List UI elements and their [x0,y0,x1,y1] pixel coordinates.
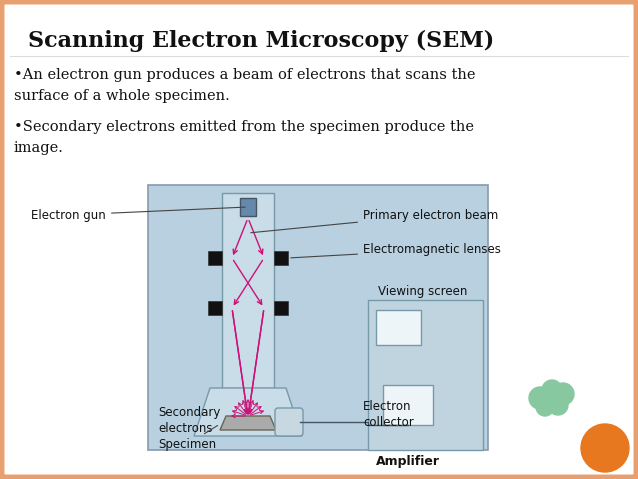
Text: Electron
collector: Electron collector [363,400,414,429]
Text: Specimen: Specimen [158,425,218,451]
FancyBboxPatch shape [148,185,488,450]
Circle shape [548,395,568,415]
Polygon shape [220,416,276,430]
Text: •An electron gun produces a beam of electrons that scans the
surface of a whole : •An electron gun produces a beam of elec… [14,68,475,103]
Circle shape [552,383,574,405]
Text: Electromagnetic lenses: Electromagnetic lenses [291,243,501,258]
Text: •Secondary electrons emitted from the specimen produce the
image.: •Secondary electrons emitted from the sp… [14,120,474,155]
Circle shape [529,387,551,409]
FancyBboxPatch shape [274,301,288,315]
FancyBboxPatch shape [275,408,303,436]
Circle shape [542,380,562,400]
Circle shape [581,424,629,472]
Polygon shape [194,388,302,436]
FancyBboxPatch shape [208,251,222,265]
FancyBboxPatch shape [383,385,433,425]
Circle shape [536,398,554,416]
Text: Scanning Electron Microscopy (SEM): Scanning Electron Microscopy (SEM) [28,30,494,52]
Text: Viewing screen: Viewing screen [378,285,468,298]
Text: Secondary
electrons: Secondary electrons [158,406,220,435]
Text: Electron gun: Electron gun [31,207,245,221]
Text: Amplifier: Amplifier [376,455,440,468]
Text: Primary electron beam: Primary electron beam [251,208,498,233]
FancyBboxPatch shape [376,310,421,345]
FancyBboxPatch shape [368,300,483,450]
FancyBboxPatch shape [208,301,222,315]
FancyBboxPatch shape [274,251,288,265]
FancyBboxPatch shape [222,193,274,388]
FancyBboxPatch shape [240,198,256,216]
